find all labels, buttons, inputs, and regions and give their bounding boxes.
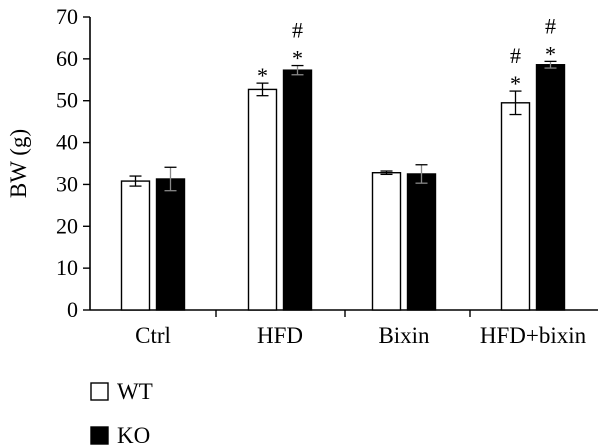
bar	[406, 173, 437, 311]
y-tick-label: 0	[67, 297, 78, 322]
bar	[500, 102, 531, 311]
bars	[120, 64, 566, 311]
bar	[247, 88, 278, 311]
y-axis-label: BW (g)	[6, 129, 31, 198]
y-tick-label: 60	[56, 46, 78, 71]
y-ticks: 0 10 20 30 40 50 60 70	[56, 4, 471, 322]
y-tick-label: 20	[56, 213, 78, 238]
legend: WT KO	[90, 379, 153, 446]
bar	[120, 180, 151, 311]
y-tick-label: 50	[56, 88, 78, 113]
legend-swatch	[90, 382, 109, 401]
legend-label: KO	[117, 423, 150, 446]
bar	[282, 69, 313, 311]
category-label: HFD	[257, 323, 303, 348]
bar	[155, 178, 186, 311]
significance-mark: *	[510, 71, 521, 96]
annotations: * * # * # * #	[257, 13, 556, 96]
significance-mark: *	[292, 46, 303, 71]
category-label: Bixin	[378, 323, 430, 348]
legend-label: WT	[117, 379, 153, 404]
category-label: HFD+bixin	[480, 323, 587, 348]
error-bars	[129, 60, 557, 192]
y-tick-label: 10	[56, 255, 78, 280]
y-tick-label: 70	[56, 4, 78, 29]
category-labels: Ctrl HFD Bixin HFD+bixin	[135, 323, 587, 348]
significance-mark: #	[510, 43, 521, 68]
significance-mark: *	[257, 63, 268, 88]
category-label: Ctrl	[135, 323, 171, 348]
bar	[371, 172, 402, 311]
significance-mark: #	[545, 13, 556, 38]
significance-mark: #	[292, 18, 303, 43]
y-tick-label: 30	[56, 171, 78, 196]
bar	[535, 64, 566, 311]
y-tick-label: 40	[56, 130, 78, 155]
legend-swatch	[90, 426, 109, 445]
significance-mark: *	[545, 41, 556, 66]
